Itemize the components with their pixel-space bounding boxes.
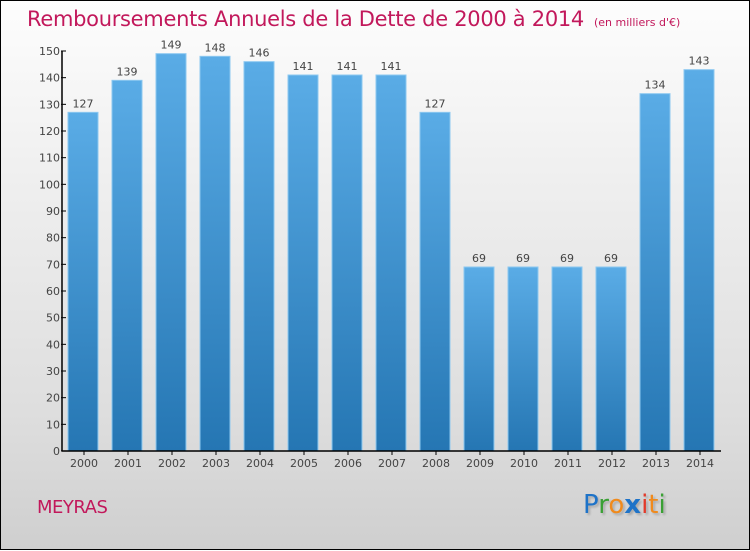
bar-2000: [67, 111, 99, 452]
bar-2001: [111, 79, 143, 452]
value-label-2001: 139: [117, 65, 138, 78]
logo-letter: i: [658, 490, 666, 520]
bar-2002: [155, 53, 187, 452]
x-tick-label-2002: 2002: [158, 457, 186, 470]
value-label-2012: 69: [604, 252, 618, 265]
x-tick-label-2013: 2013: [642, 457, 670, 470]
y-tick-label-40: 40: [46, 338, 60, 351]
logo-letter: x: [624, 490, 642, 520]
y-tick-label-150: 150: [39, 45, 60, 58]
x-tick-label-2005: 2005: [290, 457, 318, 470]
bar-2004: [243, 61, 275, 452]
logo-letter: o: [608, 490, 625, 520]
chart-title: Remboursements Annuels de la Dette de 20…: [27, 7, 680, 31]
x-tick-label-2001: 2001: [114, 457, 142, 470]
bar-2008: [419, 111, 451, 452]
value-label-2010: 69: [516, 252, 530, 265]
value-label-2006: 141: [337, 60, 358, 73]
x-tick-label-2004: 2004: [246, 457, 274, 470]
bar-2006: [331, 74, 363, 452]
value-label-2013: 134: [645, 79, 666, 92]
x-tick-label-2014: 2014: [686, 457, 714, 470]
bar-2010: [507, 266, 539, 452]
value-label-2000: 127: [73, 97, 94, 110]
logo-letter: i: [641, 490, 649, 520]
x-tick-label-2007: 2007: [378, 457, 406, 470]
y-tick-label-60: 60: [46, 285, 60, 298]
x-tick-label-2003: 2003: [202, 457, 230, 470]
y-tick-label-130: 130: [39, 98, 60, 111]
x-tick-label-2009: 2009: [466, 457, 494, 470]
value-label-2008: 127: [425, 97, 446, 110]
value-label-2003: 148: [205, 41, 226, 54]
chart-subtitle: (en milliers d'€): [594, 16, 681, 29]
y-tick-label-70: 70: [46, 258, 60, 271]
y-tick-label-100: 100: [39, 178, 60, 191]
y-tick-label-50: 50: [46, 312, 60, 325]
y-tick-label-0: 0: [53, 445, 60, 458]
x-tick-label-2008: 2008: [422, 457, 450, 470]
city-name: MEYRAS: [37, 497, 108, 518]
y-tick-label-20: 20: [46, 392, 60, 405]
chart-title-text: Remboursements Annuels de la Dette de 20…: [27, 7, 584, 31]
value-label-2002: 149: [161, 39, 182, 52]
value-label-2011: 69: [560, 252, 574, 265]
y-tick-label-80: 80: [46, 232, 60, 245]
bars-group: 127 139 149 148 146 141 141 141 127 69 69 69 69 134 14…: [67, 39, 715, 452]
logo-letter: t: [648, 490, 659, 520]
bar-2012: [595, 266, 627, 452]
y-tick-label-30: 30: [46, 365, 60, 378]
value-label-2004: 146: [249, 47, 270, 60]
x-tick-label-2006: 2006: [334, 457, 362, 470]
value-label-2005: 141: [293, 60, 314, 73]
x-tick-label-2011: 2011: [554, 457, 582, 470]
axes-group: 2000 2001 2002 2003 2004 2005 2006 2007 2008 2009…: [39, 45, 721, 470]
bar-2011: [551, 266, 583, 452]
bar-2014: [683, 69, 715, 452]
logo-letter: r: [598, 490, 609, 520]
bar-2013: [639, 93, 671, 452]
x-tick-label-2000: 2000: [70, 457, 98, 470]
bar-2003: [199, 55, 231, 452]
value-label-2007: 141: [381, 60, 402, 73]
logo-letter: P: [583, 490, 599, 520]
bar-2005: [287, 74, 319, 452]
value-label-2009: 69: [472, 252, 486, 265]
y-tick-label-140: 140: [39, 72, 60, 85]
value-label-2014: 143: [689, 55, 710, 68]
x-tick-label-2010: 2010: [510, 457, 538, 470]
x-tick-label-2012: 2012: [598, 457, 626, 470]
proxiti-logo[interactable]: Proxiti: [583, 490, 666, 520]
y-tick-label-10: 10: [46, 418, 60, 431]
bar-2009: [463, 266, 495, 452]
bar-2007: [375, 74, 407, 452]
y-tick-label-90: 90: [46, 205, 60, 218]
y-tick-label-110: 110: [39, 152, 60, 165]
y-tick-label-120: 120: [39, 125, 60, 138]
